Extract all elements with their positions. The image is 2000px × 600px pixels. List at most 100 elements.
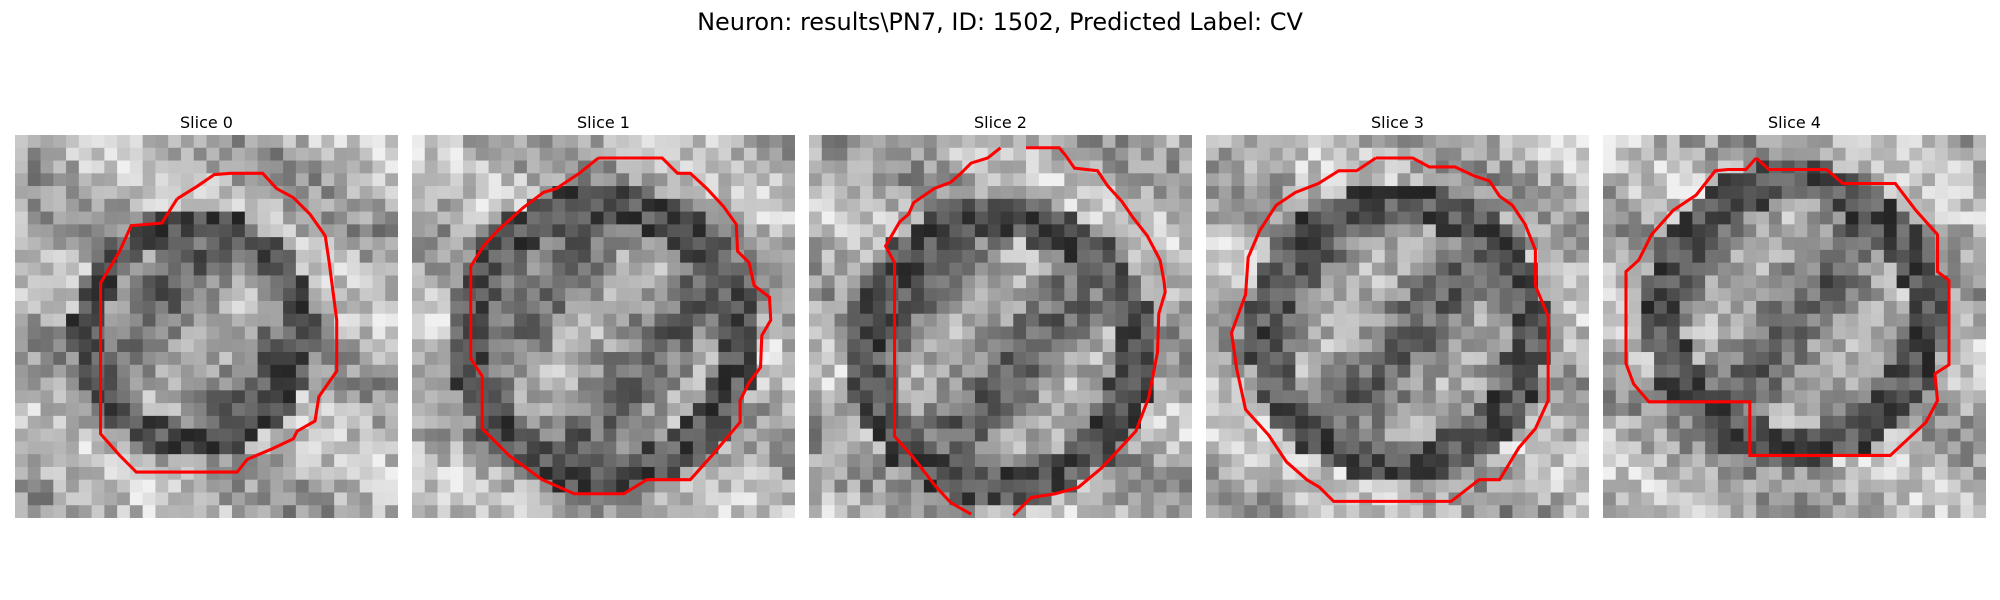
image-pixel bbox=[1680, 224, 1693, 237]
image-pixel bbox=[41, 288, 54, 301]
image-pixel bbox=[1257, 403, 1270, 416]
image-pixel bbox=[1423, 403, 1436, 416]
image-pixel bbox=[1935, 199, 1948, 212]
image-pixel bbox=[168, 314, 181, 327]
image-pixel bbox=[565, 352, 578, 365]
image-pixel bbox=[1090, 250, 1103, 263]
image-pixel bbox=[540, 390, 553, 403]
image-pixel bbox=[835, 199, 848, 212]
image-pixel bbox=[757, 339, 770, 352]
image-pixel bbox=[822, 173, 835, 186]
image-pixel bbox=[680, 505, 693, 518]
image-pixel bbox=[1500, 135, 1513, 148]
image-pixel bbox=[1680, 378, 1693, 391]
image-pixel bbox=[693, 339, 706, 352]
image-pixel bbox=[385, 148, 398, 161]
image-pixel bbox=[1052, 467, 1065, 480]
image-pixel bbox=[1731, 173, 1744, 186]
image-pixel bbox=[962, 135, 975, 148]
image-pixel bbox=[245, 250, 258, 263]
image-pixel bbox=[168, 454, 181, 467]
image-pixel bbox=[1334, 263, 1347, 276]
image-pixel bbox=[514, 492, 527, 505]
image-pixel bbox=[194, 378, 207, 391]
image-pixel bbox=[975, 480, 988, 493]
image-pixel bbox=[15, 492, 28, 505]
image-pixel bbox=[1743, 467, 1756, 480]
image-pixel bbox=[1487, 161, 1500, 174]
image-pixel bbox=[1334, 378, 1347, 391]
image-pixel bbox=[1385, 263, 1398, 276]
image-pixel bbox=[296, 390, 309, 403]
image-pixel bbox=[782, 288, 795, 301]
image-pixel bbox=[1449, 186, 1462, 199]
image-pixel bbox=[1206, 161, 1219, 174]
image-pixel bbox=[245, 173, 258, 186]
image-pixel bbox=[1128, 492, 1141, 505]
image-pixel bbox=[1103, 314, 1116, 327]
image-pixel bbox=[578, 275, 591, 288]
image-pixel bbox=[847, 454, 860, 467]
image-pixel bbox=[1603, 416, 1616, 429]
image-pixel bbox=[296, 339, 309, 352]
image-pixel bbox=[425, 454, 438, 467]
image-pixel bbox=[924, 237, 937, 250]
image-pixel bbox=[655, 378, 668, 391]
image-pixel bbox=[1795, 441, 1808, 454]
image-pixel bbox=[501, 161, 514, 174]
image-pixel bbox=[438, 135, 451, 148]
image-pixel bbox=[1436, 250, 1449, 263]
image-pixel bbox=[1538, 454, 1551, 467]
image-pixel bbox=[463, 237, 476, 250]
image-pixel bbox=[514, 327, 527, 340]
image-pixel bbox=[873, 352, 886, 365]
image-pixel bbox=[1909, 492, 1922, 505]
image-pixel bbox=[1512, 263, 1525, 276]
image-pixel bbox=[835, 161, 848, 174]
image-pixel bbox=[1769, 263, 1782, 276]
image-pixel bbox=[1525, 212, 1538, 225]
image-pixel bbox=[629, 173, 642, 186]
image-pixel bbox=[385, 199, 398, 212]
image-pixel bbox=[1052, 263, 1065, 276]
image-pixel bbox=[1973, 250, 1986, 263]
image-pixel bbox=[1884, 288, 1897, 301]
image-pixel bbox=[937, 199, 950, 212]
image-pixel bbox=[1833, 288, 1846, 301]
image-pixel bbox=[347, 135, 360, 148]
image-pixel bbox=[1846, 263, 1859, 276]
image-pixel bbox=[1795, 467, 1808, 480]
image-pixel bbox=[1128, 237, 1141, 250]
image-pixel bbox=[1398, 492, 1411, 505]
image-pixel bbox=[15, 275, 28, 288]
image-pixel bbox=[1858, 263, 1871, 276]
image-pixel bbox=[283, 161, 296, 174]
image-pixel bbox=[1692, 505, 1705, 518]
image-pixel bbox=[41, 454, 54, 467]
image-pixel bbox=[283, 454, 296, 467]
image-pixel bbox=[41, 416, 54, 429]
image-pixel bbox=[527, 454, 540, 467]
image-pixel bbox=[1641, 454, 1654, 467]
image-pixel bbox=[835, 505, 848, 518]
image-pixel bbox=[245, 339, 258, 352]
image-pixel bbox=[1283, 441, 1296, 454]
image-pixel bbox=[1603, 505, 1616, 518]
image-pixel bbox=[207, 161, 220, 174]
image-pixel bbox=[1833, 250, 1846, 263]
image-pixel bbox=[962, 454, 975, 467]
image-pixel bbox=[321, 135, 334, 148]
image-pixel bbox=[1474, 403, 1487, 416]
image-pixel bbox=[425, 314, 438, 327]
image-pixel bbox=[604, 327, 617, 340]
image-pixel bbox=[1807, 339, 1820, 352]
image-pixel bbox=[207, 429, 220, 442]
image-pixel bbox=[1705, 441, 1718, 454]
image-pixel bbox=[117, 263, 130, 276]
image-pixel bbox=[450, 148, 463, 161]
image-pixel bbox=[1487, 212, 1500, 225]
image-pixel bbox=[1334, 403, 1347, 416]
image-pixel bbox=[258, 505, 271, 518]
image-pixel bbox=[1154, 403, 1167, 416]
image-pixel bbox=[731, 148, 744, 161]
